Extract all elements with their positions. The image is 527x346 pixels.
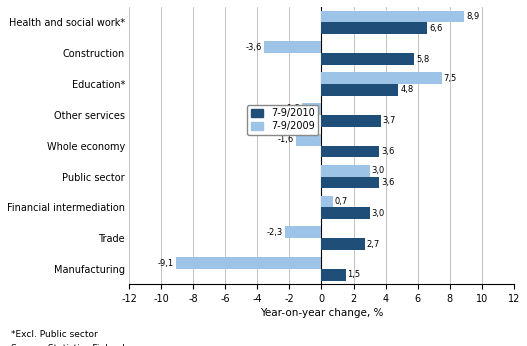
X-axis label: Year-on-year change, %: Year-on-year change, % [260, 308, 383, 318]
Bar [175, 257, 321, 269]
Bar [321, 115, 381, 127]
Bar [321, 53, 414, 65]
Text: 3,6: 3,6 [381, 147, 395, 156]
Text: 8,9: 8,9 [466, 12, 480, 21]
Text: -3,6: -3,6 [246, 43, 262, 52]
Text: -2,3: -2,3 [267, 228, 282, 237]
Bar [321, 269, 346, 281]
Text: *Excl. Public sector: *Excl. Public sector [11, 330, 97, 339]
Text: 5,8: 5,8 [416, 55, 430, 64]
Text: 6,6: 6,6 [429, 24, 443, 33]
Text: 0,7: 0,7 [335, 197, 348, 206]
Text: 1,5: 1,5 [347, 270, 360, 279]
Bar [321, 207, 369, 219]
Text: Source: Statistics Finland: Source: Statistics Finland [11, 344, 124, 346]
Bar [321, 238, 365, 250]
Bar [321, 22, 427, 34]
Bar [264, 42, 321, 53]
Legend: 7-9/2010, 7-9/2009: 7-9/2010, 7-9/2009 [248, 104, 318, 135]
Text: 3,7: 3,7 [383, 116, 396, 125]
Text: -9,1: -9,1 [158, 258, 174, 268]
Text: 2,7: 2,7 [367, 239, 380, 248]
Bar [321, 176, 379, 188]
Text: -1,6: -1,6 [278, 135, 294, 144]
Bar [285, 226, 321, 238]
Text: 3,0: 3,0 [372, 209, 385, 218]
Bar [321, 11, 464, 22]
Bar [296, 134, 321, 146]
Text: -1,2: -1,2 [284, 104, 300, 113]
Bar [321, 146, 379, 157]
Bar [321, 165, 369, 176]
Text: 4,8: 4,8 [401, 85, 414, 94]
Bar [321, 72, 442, 84]
Text: 3,0: 3,0 [372, 166, 385, 175]
Bar [302, 103, 321, 115]
Text: 7,5: 7,5 [444, 74, 457, 83]
Bar [321, 84, 398, 96]
Text: 3,6: 3,6 [381, 178, 395, 187]
Bar [321, 195, 333, 207]
